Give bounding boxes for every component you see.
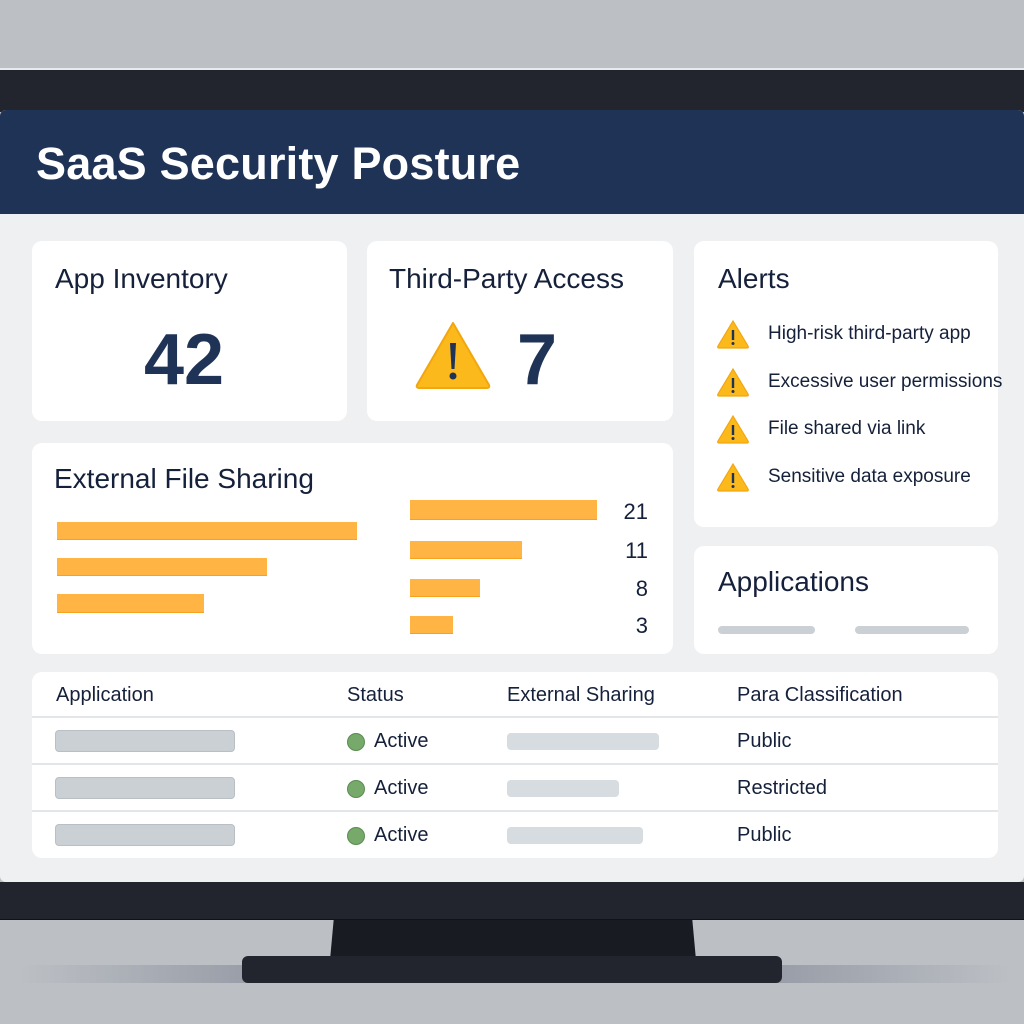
application-name-placeholder <box>55 777 235 799</box>
warning-icon <box>415 322 491 389</box>
alert-label: Excessive user permissions <box>768 371 1003 392</box>
sharing-bar-right <box>410 579 480 597</box>
alert-item[interactable]: Excessive user permissions <box>716 365 1002 399</box>
external-file-sharing-title: External File Sharing <box>54 463 314 494</box>
status-dot-icon <box>347 732 365 751</box>
external-sharing-placeholder <box>507 827 643 844</box>
sharing-bar-left <box>57 522 357 540</box>
classification-value: Public <box>737 824 792 846</box>
sharing-bar-value: 21 <box>623 499 648 524</box>
sharing-bar-value: 8 <box>635 576 648 601</box>
app-inventory-title: App Inventory <box>55 263 228 294</box>
external-file-sharing-card: External File Sharing 21 11 8 3 <box>32 443 673 654</box>
warning-icon <box>717 319 749 349</box>
sharing-bar-value: 3 <box>635 613 648 638</box>
application-name-placeholder <box>55 824 235 846</box>
status-label: Active <box>374 730 429 752</box>
classification-value: Restricted <box>737 777 828 799</box>
app-inventory-card[interactable]: App Inventory 42 <box>32 241 347 421</box>
alerts-title: Alerts <box>718 263 790 294</box>
external-sharing-placeholder <box>507 780 619 797</box>
alert-label: Sensitive data exposure <box>768 466 971 487</box>
alert-label: File shared via link <box>768 418 926 439</box>
warning-icon <box>717 414 749 444</box>
applications-placeholder <box>718 626 815 634</box>
third-party-access-card[interactable]: Third-Party Access 7 <box>367 241 673 421</box>
applications-card[interactable]: Applications <box>694 546 998 654</box>
table-row[interactable]: Active Restricted <box>32 763 998 810</box>
alert-item[interactable]: File shared via link <box>716 412 925 446</box>
status-label: Active <box>374 824 429 846</box>
column-header-status[interactable]: Status <box>347 684 404 706</box>
column-header-application[interactable]: Application <box>56 684 154 706</box>
column-header-external-sharing[interactable]: External Sharing <box>507 684 655 706</box>
alert-item[interactable]: Sensitive data exposure <box>716 460 971 494</box>
sharing-bar-right <box>410 500 597 520</box>
status-dot-icon <box>347 826 365 845</box>
monitor-stand-neck <box>330 920 696 960</box>
sharing-bar-value: 11 <box>625 538 648 563</box>
monitor-bezel-bottom <box>0 882 1024 920</box>
status-badge: Active <box>347 777 428 800</box>
warning-icon <box>717 462 749 492</box>
alerts-card: Alerts High-risk third-party app Excessi… <box>694 241 1002 527</box>
classification-value: Public <box>737 730 792 752</box>
application-name-placeholder <box>55 730 235 752</box>
table-row[interactable]: Active Public <box>32 716 998 763</box>
sharing-bar-left <box>57 594 204 613</box>
alert-label: High-risk third-party app <box>768 323 971 344</box>
alert-item[interactable]: High-risk third-party app <box>716 317 971 351</box>
page-title: SaaS Security Posture <box>36 138 521 189</box>
header-bar: SaaS Security Posture <box>0 110 1024 214</box>
external-sharing-placeholder <box>507 733 659 750</box>
app-inventory-count: 42 <box>144 320 225 400</box>
applications-placeholder <box>855 626 969 634</box>
status-badge: Active <box>347 730 428 753</box>
column-header-classification[interactable]: Para Classification <box>737 684 903 706</box>
third-party-access-count: 7 <box>517 320 558 400</box>
table-row[interactable]: Active Public <box>32 810 998 857</box>
applications-title: Applications <box>718 566 869 597</box>
sharing-bar-right <box>410 616 453 634</box>
sharing-bar-left <box>57 558 267 576</box>
third-party-access-title: Third-Party Access <box>389 263 624 294</box>
sharing-bar-right <box>410 541 522 559</box>
warning-icon <box>717 367 749 397</box>
status-label: Active <box>374 777 429 799</box>
status-badge: Active <box>347 824 428 847</box>
dashboard-screen: SaaS Security Posture App Inventory 42 T… <box>0 110 1024 882</box>
applications-table: Application Status External Sharing Para… <box>32 672 998 858</box>
monitor-stand-base <box>242 956 782 983</box>
monitor-bezel-top <box>0 68 1024 112</box>
status-dot-icon <box>347 779 365 798</box>
